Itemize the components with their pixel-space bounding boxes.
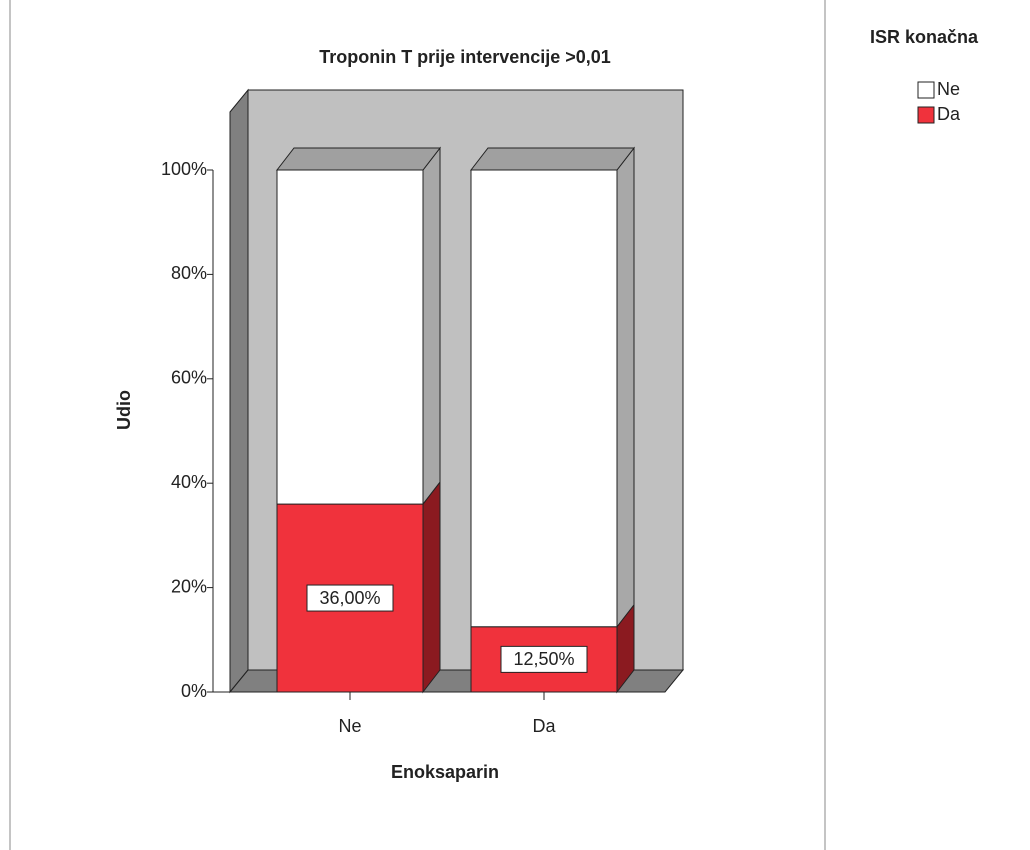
y-tick-label: 80% [171,263,207,283]
y-tick-label: 0% [181,681,207,701]
bar-side [616,146,635,629]
bar-side [422,146,441,506]
bar-segment [276,169,424,505]
bar-top [275,147,442,171]
value-label: 36,00% [319,588,380,608]
side-wall [229,88,249,694]
value-label: 12,50% [513,649,574,669]
legend-swatch [917,81,935,99]
value-label-box [500,645,588,673]
y-tick-label: 20% [171,576,207,596]
y-tick-label: 40% [171,472,207,492]
value-label-box [306,584,394,612]
x-tick-label: Da [532,716,556,736]
y-axis-label: Udio [114,390,134,430]
x-tick-label: Ne [338,716,361,736]
legend-label: Da [937,104,961,124]
bar-top [469,147,636,171]
chart-title: Troponin T prije intervencije >0,01 [319,47,611,67]
legend-label: Ne [937,79,960,99]
legend-title: ISR konačna [870,27,979,47]
legend-swatch [917,106,935,124]
x-axis-label: Enoksaparin [391,762,499,782]
y-tick-label: 100% [161,159,207,179]
bar-side [422,480,441,694]
y-tick-label: 60% [171,368,207,388]
bar-segment [470,169,618,628]
